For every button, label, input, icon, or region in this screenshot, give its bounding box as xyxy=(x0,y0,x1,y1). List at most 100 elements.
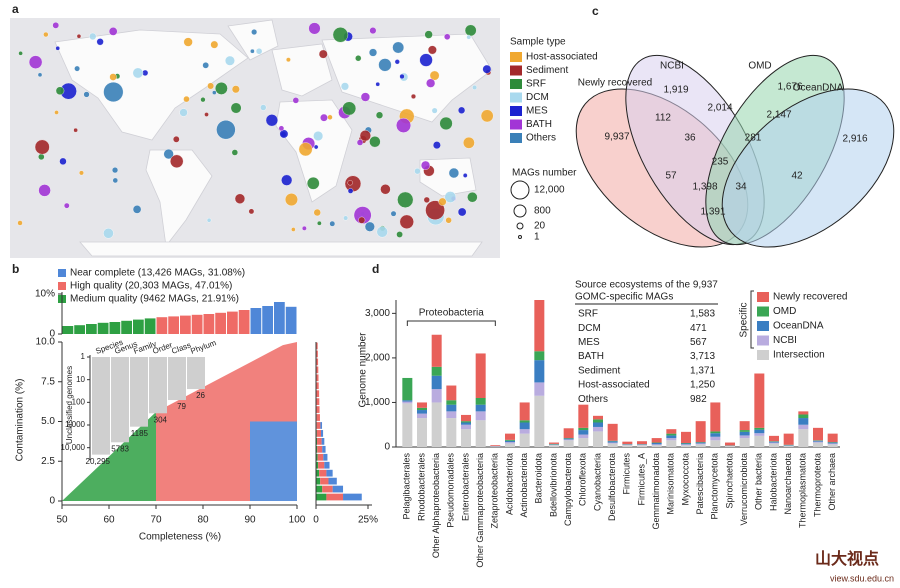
sample-site xyxy=(248,208,255,215)
sample-site xyxy=(399,73,405,80)
venn-count: 112 xyxy=(655,113,671,124)
right-hist-bar xyxy=(317,445,323,453)
sample-site xyxy=(74,65,81,72)
bar-segment xyxy=(593,426,603,432)
venn-count: 2,014 xyxy=(707,103,732,114)
bar-segment xyxy=(505,440,515,443)
right-hist-bar xyxy=(332,485,344,493)
x-tick-label: Thermoplasmatota xyxy=(798,453,808,528)
sample-site xyxy=(206,217,212,223)
sample-site xyxy=(301,225,307,231)
bar-segment xyxy=(505,433,515,440)
bar-segment xyxy=(534,395,545,447)
table-cell: DCM xyxy=(578,323,601,334)
right-hist-bar xyxy=(316,422,321,429)
bar-segment xyxy=(431,402,442,447)
legend-title: Sample type xyxy=(510,37,566,48)
bar-segment xyxy=(534,382,545,396)
sample-site xyxy=(457,106,466,114)
top-hist-bar xyxy=(238,310,250,334)
x-tick-label: Other Alphaproteobacteria xyxy=(431,453,441,558)
sample-site xyxy=(444,191,457,203)
sample-site xyxy=(342,101,357,116)
sample-site xyxy=(399,214,414,229)
bar-segment xyxy=(651,438,662,443)
size-key xyxy=(516,222,524,230)
sample-site xyxy=(378,58,392,72)
right-hist-bar xyxy=(316,430,321,437)
table-cell: 1,250 xyxy=(690,380,715,391)
sample-site xyxy=(332,27,349,43)
bar-segment xyxy=(798,414,809,419)
bar-segment xyxy=(417,402,427,408)
table-cell: MES xyxy=(578,337,600,348)
x-tick-label: Halobacteriota xyxy=(768,453,778,511)
sample-site xyxy=(457,207,467,217)
venn-set xyxy=(721,88,895,248)
sample-site xyxy=(396,231,403,238)
bar-segment xyxy=(563,439,574,441)
bar-segment xyxy=(593,431,603,447)
sample-site xyxy=(464,24,477,37)
sample-site xyxy=(17,220,23,226)
legend-group: Specific xyxy=(739,302,750,337)
sample-site xyxy=(343,215,349,221)
right-hist-bar xyxy=(316,493,327,501)
bar-segment xyxy=(519,402,530,421)
bar-segment xyxy=(739,438,750,447)
legend-swatch xyxy=(757,292,769,302)
venn-count: 42 xyxy=(791,171,803,182)
bar-segment xyxy=(798,411,809,415)
y-tick-label: 5.0 xyxy=(41,416,55,427)
bar-segment xyxy=(754,427,765,430)
sample-site xyxy=(419,53,433,67)
watermark: 山大视点 xyxy=(815,549,879,568)
right-hist-bar xyxy=(316,390,320,398)
bar-segment xyxy=(519,429,530,434)
sample-site xyxy=(368,48,378,57)
sample-site xyxy=(423,196,430,204)
x-tick-label: Firmicutes_A xyxy=(636,453,646,506)
inset-bar xyxy=(92,357,110,455)
x-tick-label: Actinobacteriota xyxy=(519,453,529,518)
venn-set-label: OceanDNA xyxy=(793,83,844,94)
venn-count: 1,676 xyxy=(777,82,802,93)
sample-site xyxy=(432,141,441,150)
sample-site xyxy=(380,184,391,195)
sample-site xyxy=(396,117,411,133)
x-tick-label: Other bacteria xyxy=(754,453,764,510)
sample-site xyxy=(445,217,452,224)
x-tick-label: 100 xyxy=(289,515,306,526)
legend-label: Intersection xyxy=(773,350,825,361)
inset-bar xyxy=(130,357,148,427)
x-tick-label: Cyanobacteria xyxy=(592,453,602,511)
sample-site xyxy=(132,67,144,79)
legend-swatch xyxy=(510,79,522,89)
bar-segment xyxy=(769,443,779,447)
legend-label: DCM xyxy=(526,92,549,103)
sample-site xyxy=(292,97,300,104)
right-hist-bar xyxy=(316,453,318,461)
venn-count: 281 xyxy=(745,133,762,144)
legend-swatch xyxy=(757,350,769,360)
sample-site xyxy=(347,188,354,194)
bar-segment xyxy=(461,414,471,422)
sample-site xyxy=(414,167,421,175)
right-hist-bar xyxy=(343,493,362,501)
sample-site xyxy=(298,142,313,157)
bar-segment xyxy=(783,433,794,445)
right-hist-bar xyxy=(316,461,319,469)
sample-site xyxy=(394,59,400,65)
bar-segment xyxy=(490,445,501,447)
x-tick-label: Desulfobacterota xyxy=(607,453,617,521)
panel-label: a xyxy=(12,2,19,16)
bar-segment xyxy=(798,418,809,425)
sample-site xyxy=(38,184,51,197)
sample-site xyxy=(55,46,60,51)
sample-site xyxy=(183,37,193,47)
legend-swatch xyxy=(510,52,522,62)
x-tick-label: Bdellovibrionota xyxy=(548,453,558,517)
size-key xyxy=(518,235,522,239)
sample-site xyxy=(369,27,377,35)
